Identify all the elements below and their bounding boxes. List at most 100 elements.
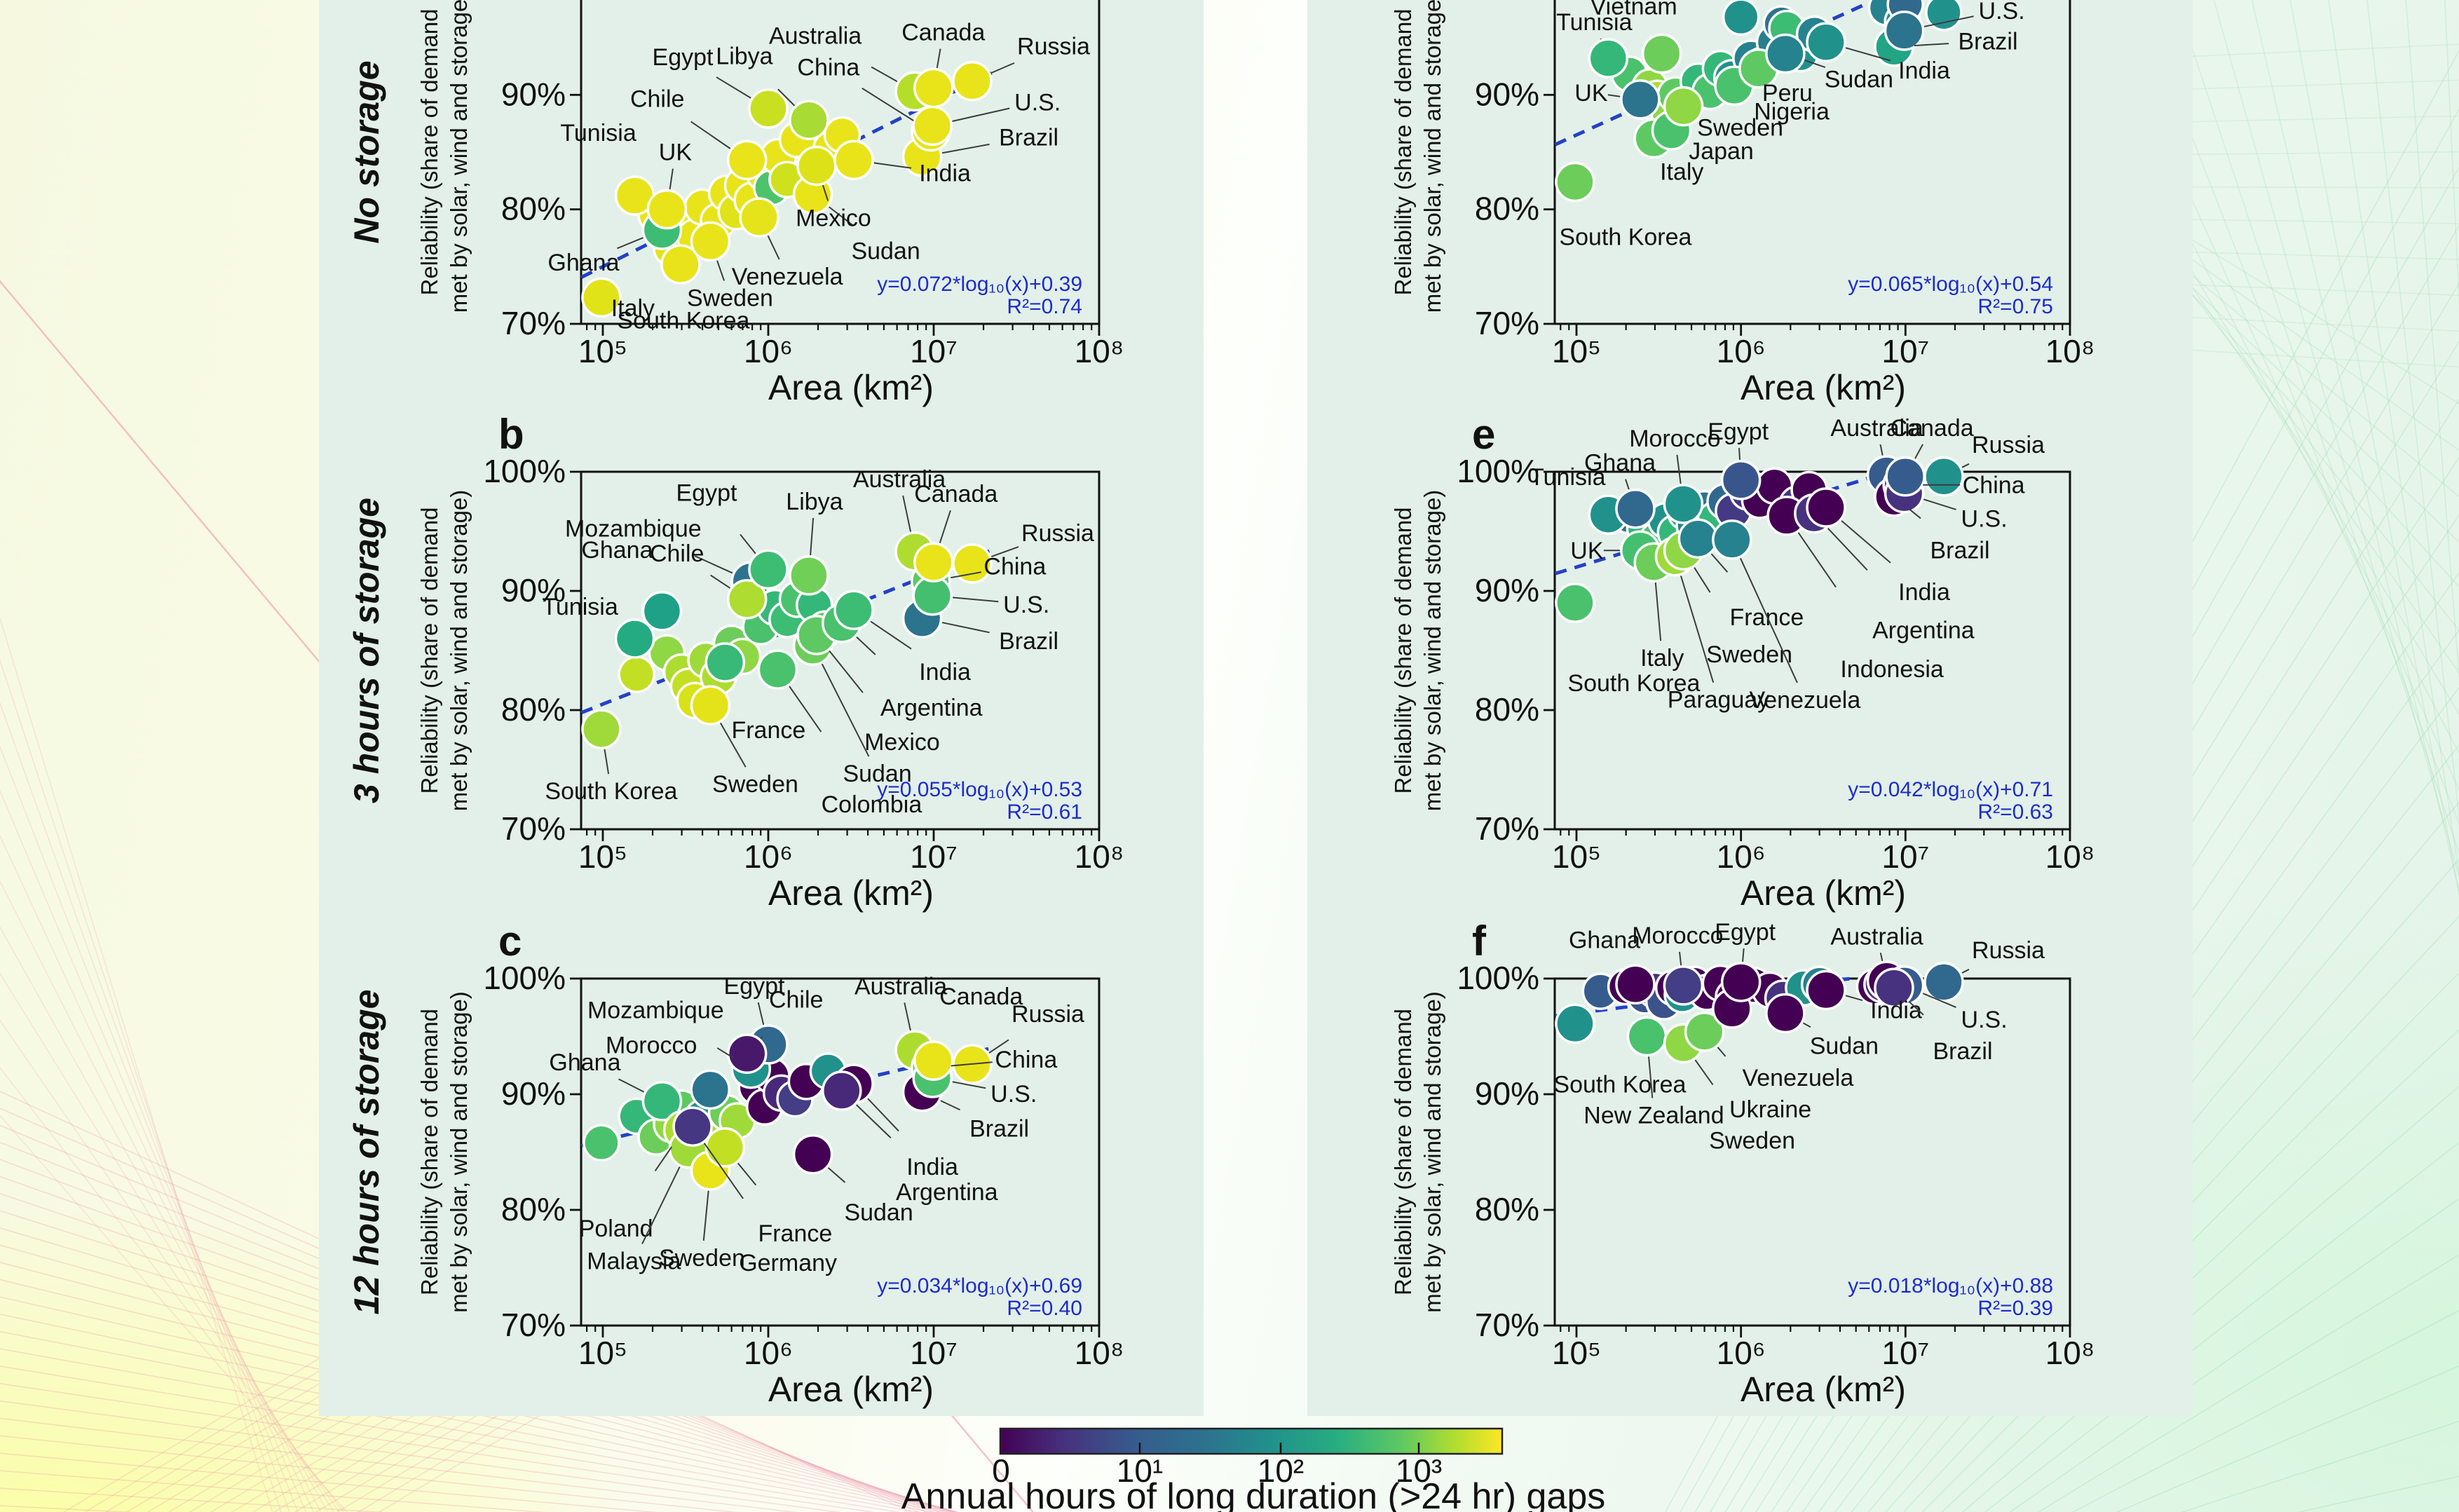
data-point-new-zealand — [1626, 1016, 1668, 1057]
country-label-u-s-: U.S. — [1014, 89, 1061, 116]
data-point-russia — [952, 543, 993, 584]
country-label-peru: Peru — [1762, 80, 1813, 107]
data-point-chile — [726, 139, 768, 181]
country-label-morocco: Morocco — [1632, 922, 1723, 949]
decorative-line — [2037, 1254, 2459, 1512]
leader-line — [1914, 444, 1923, 459]
y-axis-title-line1: Reliability (share of demand — [1390, 507, 1416, 794]
leader-line — [828, 206, 853, 226]
country-label-china: China — [797, 55, 859, 81]
leader-line — [1717, 1047, 1726, 1057]
equation-text: y=0.065*log₁₀(x)+0.54 — [1848, 273, 2053, 296]
x-tick-label: 10⁶ — [744, 333, 793, 369]
country-label-ghana: Ghana — [549, 1049, 620, 1076]
equation-text: y=0.042*log₁₀(x)+0.71 — [1848, 778, 2053, 801]
country-label-chile: Chile — [630, 86, 684, 112]
y-axis-title-line2: met by solar, wind and storage) — [1419, 490, 1445, 812]
data-point-canada — [913, 67, 954, 109]
country-label-venezuela: Venezuela — [1749, 687, 1860, 714]
country-label-tunisia: Tunisia — [560, 120, 636, 147]
leader-line — [757, 1002, 765, 1026]
data-point-canada — [913, 1040, 954, 1081]
y-axis-title-line1: Reliability (share of demand — [416, 1009, 442, 1295]
data-point-morocco — [690, 1069, 730, 1110]
country-label-south-korea: South Korea — [1567, 670, 1700, 697]
colorbar-bar — [999, 1427, 1504, 1455]
country-label-sudan: Sudan — [1810, 1033, 1879, 1060]
panel-a: 10⁵ 10⁶ 10⁷ 10⁸ 70% 80% 90% South Korea Tunisia G… — [347, 0, 1124, 407]
leader-line — [789, 686, 822, 733]
decorative-line — [2405, 0, 2459, 682]
data-point-south-korea — [581, 709, 622, 749]
decorative-line — [0, 1400, 842, 1512]
country-label-sudan: Sudan — [851, 238, 920, 264]
decorative-line — [2071, 1309, 2459, 1512]
country-label-india: India — [1898, 579, 1950, 606]
country-label-morocco: Morocco — [1629, 425, 1720, 452]
colorbar-title: Annual hours of long duration (>24 hr) g… — [901, 1476, 1606, 1512]
leader-line — [716, 76, 751, 99]
country-label-south-korea: South Korea — [1559, 224, 1691, 250]
leader-line — [941, 622, 990, 634]
data-point — [1925, 0, 1963, 32]
country-label-brazil: Brazil — [999, 125, 1058, 151]
leader-line — [618, 1078, 645, 1093]
leader-line — [936, 48, 941, 69]
leader-line — [1923, 498, 1956, 510]
panel-b: 10⁵ 10⁶ 10⁷ 10⁸ 70% 80% 90% 100% South Korea Tuni… — [347, 411, 1124, 913]
country-label-mozambique: Mozambique — [565, 515, 702, 542]
data-point-chile — [726, 579, 768, 620]
country-label-sudan: Sudan — [843, 761, 911, 787]
leader-line — [861, 88, 914, 121]
country-label-egypt: Egypt — [724, 973, 785, 1000]
x-tick-label: 10⁶ — [744, 838, 793, 875]
leader-line — [1961, 969, 1970, 974]
y-axis-title-line2: met by solar, wind and storage) — [1419, 0, 1445, 313]
leader-line — [873, 162, 912, 169]
country-label-brazil: Brazil — [1933, 1038, 1992, 1065]
decorative-line — [0, 1435, 739, 1512]
plot-box-d — [1553, 0, 2071, 325]
data-point-tunisia — [1588, 38, 1629, 79]
country-label-japan: Japan — [1689, 138, 1754, 165]
leader-line — [703, 1143, 744, 1199]
decorative-line — [0, 745, 299, 1512]
leader-line — [1625, 479, 1630, 490]
leader-line — [1679, 951, 1682, 966]
country-label-italy: Italy — [1640, 645, 1684, 672]
country-label-u-s-: U.S. — [1979, 0, 2025, 25]
country-label-russia: Russia — [1972, 432, 2045, 458]
data-point-india — [1806, 22, 1846, 62]
decorative-line — [0, 616, 273, 1512]
country-label-u-s-: U.S. — [990, 1081, 1037, 1108]
equation-text: y=0.034*log₁₀(x)+0.69 — [877, 1274, 1082, 1298]
data-point-ghana — [641, 1081, 683, 1122]
data-point-ghana — [1615, 964, 1656, 1004]
country-label-australia: Australia — [1830, 415, 1923, 442]
data-point-south-korea — [1555, 583, 1595, 623]
y-tick-label: 70% — [1475, 305, 1539, 341]
data-point-france — [704, 1127, 746, 1168]
y-tick-label: 100% — [1457, 453, 1539, 489]
decorative-line — [2009, 1198, 2459, 1512]
data-point-libya — [789, 100, 829, 141]
leader-line — [939, 510, 951, 543]
y-tick-label: 70% — [501, 305, 566, 341]
plot-box-a — [580, 0, 1101, 325]
data-point — [618, 655, 655, 693]
leader-line — [821, 663, 870, 757]
country-label-india: India — [1870, 997, 1922, 1024]
country-label-nigeria: Nigeria — [1754, 98, 1830, 125]
x-axis-title: Area (km²) — [1741, 1370, 1906, 1409]
x-tick-label: 10⁵ — [1552, 1335, 1601, 1371]
decorative-line — [0, 1279, 956, 1512]
leader-line — [1879, 444, 1884, 456]
decorative-line — [2444, 0, 2459, 312]
country-label-egypt: Egypt — [653, 44, 714, 71]
data-point-sudan — [1765, 993, 1806, 1034]
decorative-line — [1961, 1085, 2459, 1512]
y-tick-label: 100% — [1457, 960, 1539, 996]
data-point-colombia — [757, 649, 798, 690]
country-label-u-s-: U.S. — [1003, 592, 1049, 618]
